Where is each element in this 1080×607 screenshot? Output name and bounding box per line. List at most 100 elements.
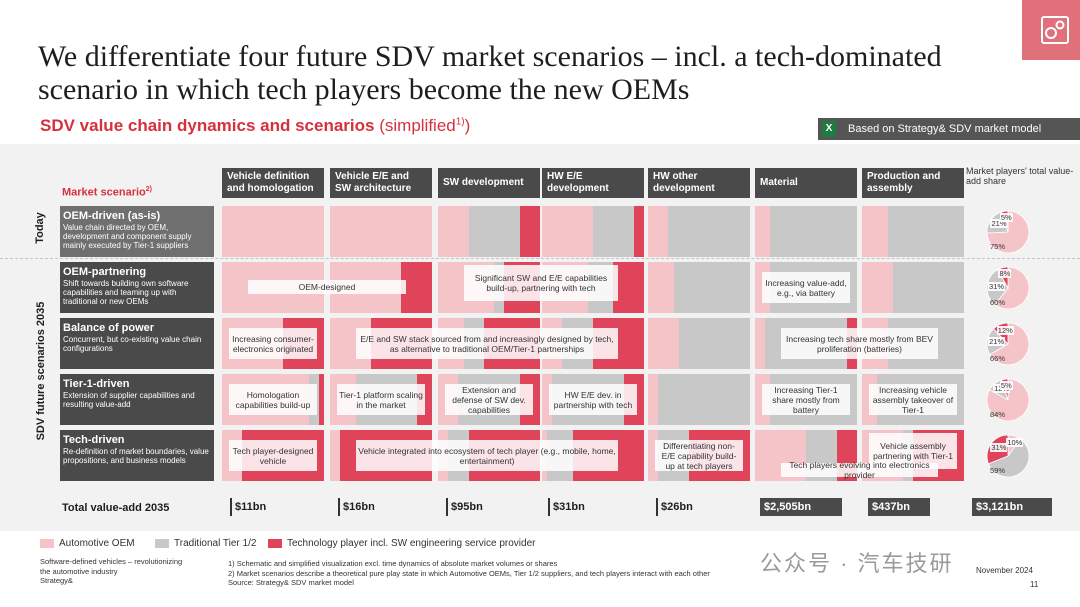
market-scenario-label: Market scenario2) xyxy=(62,186,152,199)
annotation-note: Increasing value-add, e.g., via battery xyxy=(762,272,850,303)
annotation-note: Increasing consumer-electronics originat… xyxy=(229,328,317,359)
side-label-today: Today xyxy=(34,212,46,244)
bar-segment xyxy=(673,262,750,313)
column-header: SW development xyxy=(438,168,540,198)
pie-label-tech: 12% xyxy=(996,326,1014,335)
pie-label-tier: 31% xyxy=(988,281,1006,291)
bar-segment xyxy=(593,206,634,257)
legend-oem: Automotive OEM xyxy=(40,538,135,549)
bar-segment xyxy=(648,206,669,257)
scenario-name: Tech-driven xyxy=(63,434,125,446)
annotation-note: Tech players evolving into electronics p… xyxy=(781,460,938,480)
brand-logo xyxy=(1022,0,1080,60)
pie-label-tech: 5% xyxy=(999,381,1013,391)
scenario-name: Balance of power xyxy=(63,322,155,334)
scenario-description: Concurrent, but co-existing value chain … xyxy=(63,335,202,353)
scenario-description: Value chain directed by OEM, development… xyxy=(63,223,192,250)
bar-segment xyxy=(222,206,324,257)
scenario-name: Tier-1-driven xyxy=(63,378,130,390)
annotation-note: Tech player-designed vehicle xyxy=(229,440,317,471)
bar-segment xyxy=(330,430,341,481)
total-value: $11bn xyxy=(230,498,290,516)
bar-segment xyxy=(658,374,750,425)
scenario-description: Re-definition of market boundaries, valu… xyxy=(63,447,209,465)
column-header: HW E/E development xyxy=(542,168,644,198)
total-value: $16bn xyxy=(338,498,398,516)
annotation-note: Vehicle integrated into ecosystem of tec… xyxy=(356,440,618,471)
column-header: Vehicle definition and homologation xyxy=(222,168,324,198)
bar-segment xyxy=(468,206,520,257)
total-value: $31bn xyxy=(548,498,608,516)
scenario-label: OEM-partnering Shift towards building own… xyxy=(60,262,214,313)
scenario-label: OEM-driven (as-is) Value chain directed b… xyxy=(60,206,214,257)
bar-segment xyxy=(633,206,644,257)
bar-segment xyxy=(648,318,679,369)
column-header: Vehicle E/E and SW architecture xyxy=(330,168,432,198)
side-label-future: SDV future scenarios 2035 xyxy=(35,301,47,441)
scenario-description: Extension of supplier capabilities and r… xyxy=(63,391,195,409)
pie-label-tier: 21% xyxy=(988,337,1006,346)
bar-segment xyxy=(770,206,857,257)
scenario-name: OEM-driven (as-is) xyxy=(63,210,161,222)
bar-segment xyxy=(862,262,893,313)
model-badge: X Based on Strategy& SDV market model xyxy=(818,118,1080,140)
scenario-label: Balance of power Concurrent, but co-exist… xyxy=(60,318,214,369)
bar-segment xyxy=(613,262,644,313)
annotation-note: Extension and defense of SW dev. capabil… xyxy=(445,384,533,415)
total-value: $2,505bn xyxy=(760,498,842,516)
bar-segment xyxy=(755,206,771,257)
column-header: HW other development xyxy=(648,168,750,198)
bar-segment xyxy=(892,262,964,313)
footer-date: November 2024 xyxy=(976,566,1033,575)
bar-segment xyxy=(542,374,553,425)
annotation-note: Increasing Tier-1 share mostly from batt… xyxy=(762,384,850,415)
page-number: 11 xyxy=(1030,580,1039,589)
pie-label-tier: 21% xyxy=(990,219,1008,229)
pie-label-tech: 31% xyxy=(990,443,1008,453)
bar-segment xyxy=(519,206,540,257)
bar-segment xyxy=(542,206,593,257)
bar-segment xyxy=(862,206,888,257)
annotation-note: Significant SW and E/E capabilities buil… xyxy=(464,265,618,301)
bar-segment xyxy=(330,206,432,257)
footer-notes: 1) Schematic and simplified visualizatio… xyxy=(228,559,710,587)
annotation-note: Increasing vehicle assembly takeover of … xyxy=(869,384,957,415)
scenario-label: Tech-driven Re-definition of market bound… xyxy=(60,430,214,481)
legend-swatch-oem xyxy=(40,539,54,548)
bar-segment xyxy=(755,318,766,369)
bar-segment xyxy=(438,206,469,257)
column-header: Material xyxy=(755,168,857,198)
page-subtitle: SDV value chain dynamics and scenarios (… xyxy=(40,116,471,135)
pie-label-tier: 59% xyxy=(990,466,1006,475)
pie-label-oem: 75% xyxy=(990,242,1006,251)
annotation-note: Tier-1 platform scaling in the market xyxy=(337,384,425,415)
annotation-note: Homologation capabilities build-up xyxy=(229,384,317,415)
bar-segment xyxy=(887,206,964,257)
scenario-name: OEM-partnering xyxy=(63,266,147,278)
total-value: $3,121bn xyxy=(972,498,1052,516)
legend-tech: Technology player incl. SW engineering s… xyxy=(268,538,535,549)
annotation-note: Increasing tech share mostly from BEV pr… xyxy=(781,328,938,359)
pie-slice-oem xyxy=(989,322,1030,366)
annotation-note: Differentiating non-E/E capability build… xyxy=(655,440,743,471)
model-badge-text: Based on Strategy& SDV market model xyxy=(848,123,1042,135)
pie-label-oem: 84% xyxy=(990,410,1006,419)
total-value: $26bn xyxy=(656,498,716,516)
share-header: Market players' total value-add share xyxy=(966,166,1074,186)
page-title: We differentiate four future SDV market … xyxy=(38,40,942,106)
scenario-label: Tier-1-driven Extension of supplier capab… xyxy=(60,374,214,425)
pie-label-tech: 5% xyxy=(999,213,1013,223)
pie-slice-oem xyxy=(994,266,1030,310)
pie-label-tech: 8% xyxy=(998,269,1012,279)
pie-slice-tier xyxy=(987,438,1030,478)
bar-segment xyxy=(678,318,750,369)
bar-segment xyxy=(318,374,324,425)
legend-tier: Traditional Tier 1/2 xyxy=(155,538,256,549)
total-value: $437bn xyxy=(868,498,930,516)
legend-swatch-tier xyxy=(155,539,169,548)
excel-icon: X xyxy=(822,121,836,137)
bar-segment xyxy=(401,262,432,313)
pie-slice-oem xyxy=(986,378,1030,422)
pie-label-oem: 10% xyxy=(1006,437,1024,447)
gears-icon xyxy=(1041,16,1069,44)
